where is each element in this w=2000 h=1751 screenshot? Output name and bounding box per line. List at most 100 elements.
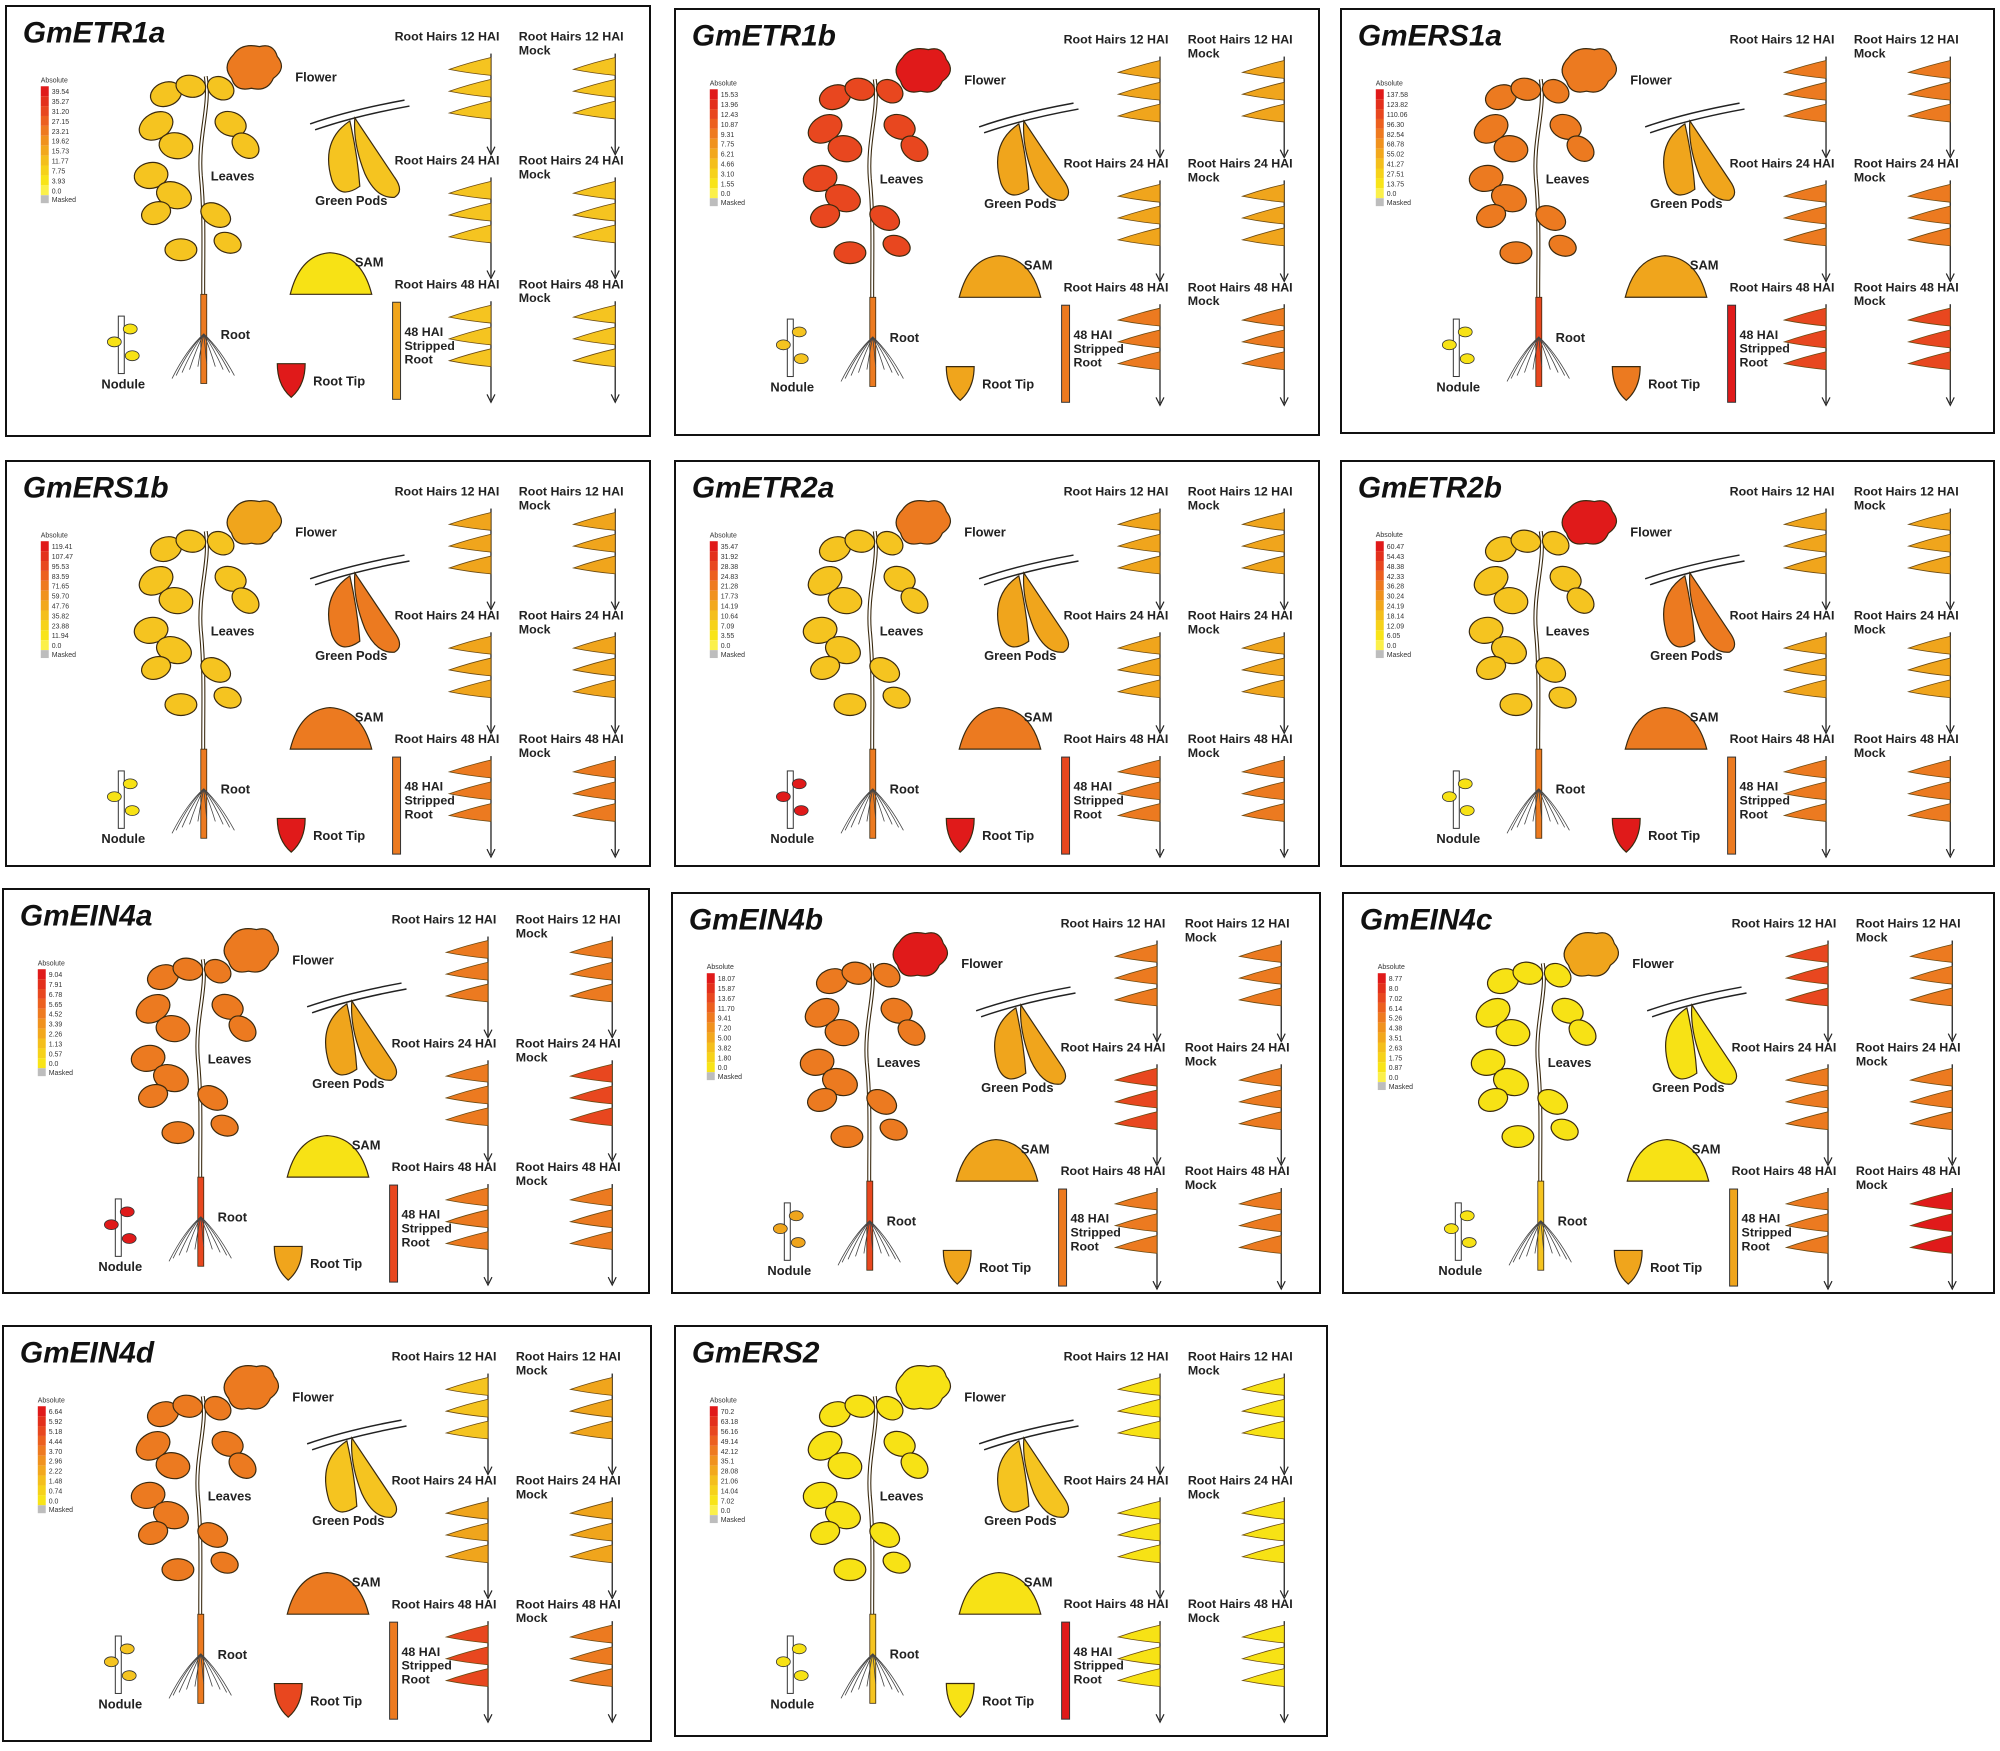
root-hairs-mock xyxy=(571,632,620,735)
green-pods xyxy=(978,102,1079,201)
green-pods xyxy=(1644,554,1745,653)
label-sam: SAM xyxy=(1024,709,1053,724)
legend-value: 4.44 xyxy=(49,1439,63,1446)
root-hair-mark xyxy=(1907,307,1951,327)
label-green-pods: Green Pods xyxy=(984,196,1056,211)
root-hair-mark xyxy=(1116,635,1161,655)
panel-title: GmEIN4a xyxy=(20,900,153,933)
label-mock: Mock xyxy=(1188,499,1220,513)
label-nodule: Nodule xyxy=(770,1696,814,1711)
label-flower: Flower xyxy=(964,524,1006,539)
legend-value: 4.66 xyxy=(721,162,735,169)
label-root-hairs: Root Hairs 12 HAI xyxy=(1730,485,1835,499)
legend-masked: Masked xyxy=(721,1517,745,1524)
label-root-hairs-mock: Root Hairs 48 HAI xyxy=(519,277,624,291)
root-tip xyxy=(273,1682,303,1719)
legend-value: 71.65 xyxy=(52,584,70,591)
panel-gmetr1a: GmETR1a Absolute 39.54 35.27 31.20 27.15 23.21… xyxy=(5,5,651,437)
label-root: Root xyxy=(890,1647,920,1662)
root-hair-mark xyxy=(1782,81,1827,101)
root-system xyxy=(1506,296,1570,387)
legend-value: 23.21 xyxy=(52,129,70,136)
legend-value: 5.26 xyxy=(1389,1016,1403,1023)
legend-value: 1.80 xyxy=(718,1055,732,1062)
label-stripped-2: Stripped xyxy=(1740,794,1790,808)
color-legend: Absolute 9.04 7.91 6.78 5.65 4.52 3.39 2.26 1.13… xyxy=(37,960,73,1077)
root-hair-mark xyxy=(1240,635,1285,655)
root-hair-mark xyxy=(1784,943,1829,963)
root-tip xyxy=(945,817,975,853)
label-mock: Mock xyxy=(519,44,551,58)
root-hair-mark xyxy=(1784,987,1829,1007)
plant-leaves xyxy=(130,957,257,1217)
legend-value: 0.57 xyxy=(49,1051,63,1058)
root-hairs-treated xyxy=(444,936,493,1039)
root-hair-mark xyxy=(1907,60,1951,79)
label-stripped-1: 48 HAI xyxy=(402,1208,441,1222)
nodule xyxy=(106,770,140,829)
root-hair-mark xyxy=(1240,307,1285,327)
label-root-hairs: Root Hairs 48 HAI xyxy=(1064,732,1169,746)
root-hair-mark xyxy=(1116,1377,1161,1396)
panel-gmetr2a: GmETR2a Absolute 35.47 31.92 28.38 24.83 21.28… xyxy=(674,460,1320,867)
legend-value: 39.54 xyxy=(52,89,70,96)
label-mock: Mock xyxy=(519,291,551,305)
legend-value: 18.07 xyxy=(718,976,736,983)
legend-value: 0.87 xyxy=(1389,1065,1403,1072)
label-stripped-2: Stripped xyxy=(1740,342,1790,356)
root-hair-mark xyxy=(444,983,489,1003)
panel-title: GmERS1a xyxy=(1358,20,1502,53)
label-sam: SAM xyxy=(1021,1141,1050,1156)
legend-value: 63.18 xyxy=(721,1419,739,1426)
root-hair-mark xyxy=(568,940,613,959)
root-hairs-treated xyxy=(447,508,496,611)
root-hair-mark xyxy=(1237,1067,1282,1087)
root-hair-mark xyxy=(568,1231,613,1250)
legend-value: 6.78 xyxy=(49,992,63,999)
label-root: Root xyxy=(218,1210,248,1225)
label-root-hairs-mock: Root Hairs 48 HAI xyxy=(1185,1164,1290,1178)
root-hair-mark xyxy=(1113,1213,1158,1233)
label-root-hairs: Root Hairs 24 HAI xyxy=(1064,157,1169,171)
root-hair-mark xyxy=(1113,965,1158,985)
root-system xyxy=(1506,748,1570,839)
legend-heading: Absolute xyxy=(41,77,68,84)
legend-value: 10.64 xyxy=(721,613,739,620)
legend-value: 59.70 xyxy=(52,594,70,601)
label-leaves: Leaves xyxy=(880,171,924,186)
root-hairs-mock xyxy=(1907,56,1955,159)
root-hair-mark xyxy=(1116,1668,1161,1687)
root-hairs-treated xyxy=(1116,508,1165,611)
root-hair-mark xyxy=(1784,965,1829,985)
legend-value: 95.53 xyxy=(52,564,70,571)
root-hair-mark xyxy=(1240,183,1285,203)
label-mock: Mock xyxy=(519,746,551,760)
root-hair-mark xyxy=(1907,205,1951,225)
root-hairs-mock xyxy=(1240,56,1289,159)
label-mock: Mock xyxy=(1854,294,1886,308)
green-pods xyxy=(1646,986,1747,1085)
root-hair-mark xyxy=(1240,679,1285,699)
root-hair-mark xyxy=(447,57,492,76)
label-root-tip: Root Tip xyxy=(982,376,1034,391)
legend-value: 13.75 xyxy=(1387,181,1405,188)
legend-value: 41.27 xyxy=(1387,162,1405,169)
label-mock: Mock xyxy=(516,927,548,941)
legend-value: 15.73 xyxy=(52,149,70,156)
label-root-hairs: Root Hairs 12 HAI xyxy=(1064,485,1169,499)
root-hair-mark xyxy=(1116,1398,1161,1418)
root-hair-mark xyxy=(1782,329,1827,349)
root-hair-mark xyxy=(571,803,616,822)
sam xyxy=(286,1572,370,1615)
root-hairs-treated xyxy=(444,1497,493,1600)
label-root: Root xyxy=(221,327,251,342)
legend-heading: Absolute xyxy=(1376,532,1403,539)
legend-value: 2.22 xyxy=(49,1469,63,1476)
root-hair-mark xyxy=(1907,351,1951,371)
color-legend: Absolute 137.58 123.82 110.06 96.30 82.54 68.7… xyxy=(1375,80,1411,207)
legend-value: 123.82 xyxy=(1387,102,1408,109)
legend-value: 24.83 xyxy=(721,574,739,581)
label-mock: Mock xyxy=(1188,746,1220,760)
legend-value: 2.26 xyxy=(49,1032,63,1039)
legend-value: 48.38 xyxy=(1387,564,1405,571)
